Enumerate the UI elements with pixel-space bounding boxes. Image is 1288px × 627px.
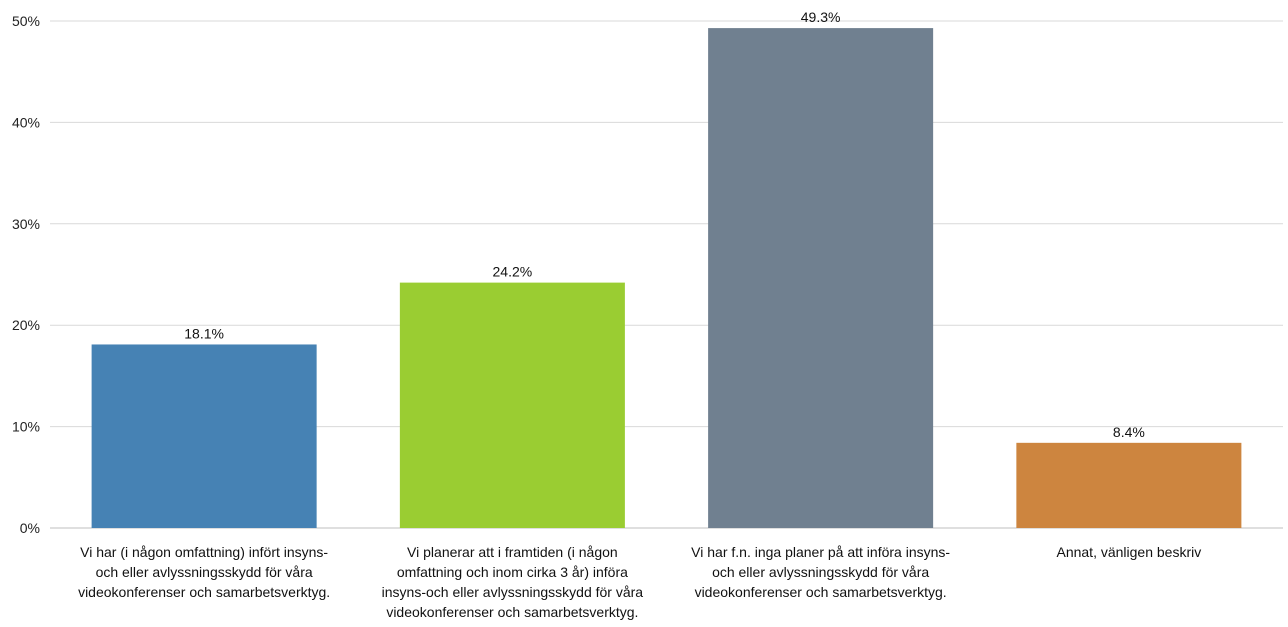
y-tick-label: 40% [12, 114, 40, 130]
y-axis-tick-labels: 0% 10% 20% 30% 40% 50% [12, 13, 40, 536]
category-label: Annat, vänligen beskriv [1056, 544, 1201, 560]
category-label: Vi planerar att i framtiden (i någon omfa… [382, 544, 644, 620]
bars [91, 28, 1242, 529]
category-label-line: Vi planerar att i framtiden (i någon [407, 544, 618, 560]
y-tick-label: 10% [12, 419, 40, 435]
category-label-line: videokonferenser och samarbetsverktyg. [695, 584, 947, 600]
data-label: 24.2% [493, 264, 533, 280]
category-label-line: videokonferenser och samarbetsverktyg. [386, 604, 638, 620]
y-tick-label: 30% [12, 216, 40, 232]
category-label-line: omfattning och inom cirka 3 år) införa [397, 564, 628, 580]
category-label-line: Vi har (i någon omfattning) infört insyn… [80, 544, 328, 560]
category-label-line: videokonferenser och samarbetsverktyg. [78, 584, 330, 600]
category-label-line: Annat, vänligen beskriv [1056, 544, 1201, 560]
data-label: 18.1% [184, 325, 224, 341]
category-labels: Vi har (i någon omfattning) infört insyn… [78, 544, 1201, 620]
bar [1016, 442, 1242, 528]
bar [708, 28, 934, 529]
category-label-line: och eller avlyssningsskydd för våra [712, 564, 929, 580]
bar [91, 344, 317, 528]
y-tick-label: 50% [12, 13, 40, 29]
y-tick-label: 0% [20, 520, 40, 536]
data-label: 49.3% [801, 9, 841, 25]
bar [399, 282, 625, 528]
category-label: Vi har f.n. inga planer på att införa in… [691, 544, 950, 600]
y-tick-label: 20% [12, 317, 40, 333]
category-label-line: Vi har f.n. inga planer på att införa in… [691, 544, 950, 560]
category-label: Vi har (i någon omfattning) infört insyn… [78, 544, 330, 600]
category-label-line: och eller avlyssningsskydd för våra [96, 564, 313, 580]
data-label: 8.4% [1113, 424, 1145, 440]
category-label-line: insyns-och eller avlyssningsskydd för vå… [382, 584, 644, 600]
data-labels: 18.1% 24.2% 49.3% 8.4% [184, 9, 1145, 440]
